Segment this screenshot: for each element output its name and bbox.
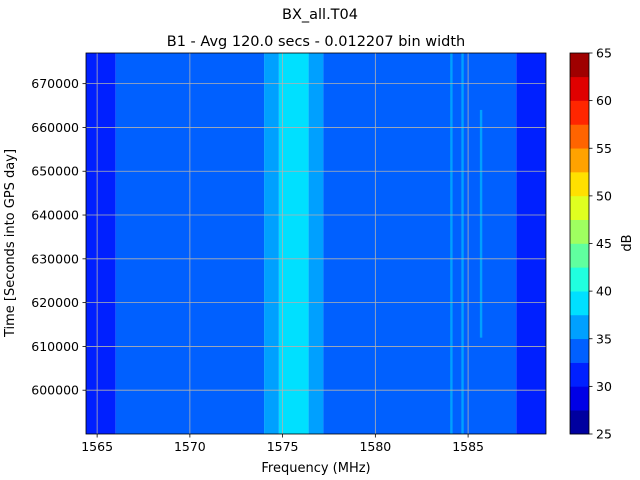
- colorbar-segment-2: [570, 362, 589, 387]
- x-axis-label: Frequency (MHz): [261, 461, 370, 476]
- colorbar-segment-7: [570, 243, 589, 268]
- y-axis-label: Time [Seconds into GPS day]: [3, 149, 18, 338]
- colorbar-tick-label-2: 35: [596, 331, 612, 346]
- colorbar-segment-14: [570, 76, 589, 101]
- y-tick-label-0: 600000: [31, 383, 79, 398]
- narrow-feature-2: [461, 53, 464, 434]
- y-tick-label-2: 620000: [31, 295, 79, 310]
- plot-frame: [85, 52, 547, 435]
- y-tick-label-5: 650000: [31, 164, 79, 179]
- y-tick-label-1: 610000: [31, 339, 79, 354]
- heatmap-band-6: [516, 53, 546, 434]
- narrow-feature-0: [101, 53, 104, 434]
- narrow-feature-1: [450, 53, 453, 434]
- x-tick-label-0: 1565: [81, 439, 113, 454]
- colorbar-segment-5: [570, 291, 589, 316]
- chart-subtitle: B1 - Avg 120.0 secs - 0.012207 bin width: [167, 34, 465, 50]
- colorbar-segment-0: [570, 410, 589, 435]
- colorbar-tick-label-7: 60: [596, 93, 612, 108]
- colorbar-tick-label-5: 50: [596, 188, 612, 203]
- grid-lines: [86, 53, 546, 434]
- x-tick-label-1: 1570: [174, 439, 206, 454]
- colorbar-tick-label-1: 30: [596, 379, 612, 394]
- colorbar: [570, 53, 589, 435]
- heatmap-band-3: [278, 53, 309, 434]
- heatmap-band-0: [86, 53, 116, 434]
- x-tick-label-3: 1580: [359, 439, 391, 454]
- heatmap-plot-area: [86, 53, 546, 434]
- y-tick-label-7: 670000: [31, 76, 79, 91]
- colorbar-segment-13: [570, 100, 589, 125]
- colorbar-tick-label-3: 40: [596, 284, 612, 299]
- colorbar-segment-9: [570, 195, 589, 220]
- x-axis-ticks: 1565 1570 1575 1580 1585: [81, 434, 484, 454]
- colorbar-segment-12: [570, 124, 589, 149]
- y-tick-label-6: 660000: [31, 120, 79, 135]
- heatmap-band-2: [264, 53, 279, 434]
- colorbar-tick-label-4: 45: [596, 236, 612, 251]
- colorbar-tick-label-8: 65: [596, 46, 612, 61]
- colorbar-segment-10: [570, 172, 589, 197]
- colorbar-ticks: 25 30 35 40 45 50 55 60 65: [589, 46, 612, 442]
- colorbar-segment-6: [570, 267, 589, 292]
- y-axis-ticks: 600000 610000 620000 630000 640000 650000 6600…: [31, 76, 86, 398]
- y-tick-label-4: 640000: [31, 208, 79, 223]
- colorbar-segment-8: [570, 219, 589, 244]
- colorbar-segment-15: [570, 53, 589, 78]
- narrow-feature-3: [479, 109, 483, 338]
- x-tick-label-4: 1585: [452, 439, 484, 454]
- x-tick-label-2: 1575: [267, 439, 299, 454]
- y-tick-label-3: 630000: [31, 251, 79, 266]
- colorbar-segment-3: [570, 338, 589, 363]
- heatmap-band-4: [308, 53, 324, 434]
- heatmap-band-5: [323, 53, 517, 434]
- colorbar-label: dB: [620, 234, 635, 251]
- colorbar-segment-1: [570, 386, 589, 411]
- chart-title: BX_all.T04: [282, 7, 358, 23]
- colorbar-tick-label-6: 55: [596, 141, 612, 156]
- colorbar-segment-11: [570, 148, 589, 173]
- colorbar-segment-4: [570, 314, 589, 340]
- colorbar-tick-label-0: 25: [596, 427, 612, 442]
